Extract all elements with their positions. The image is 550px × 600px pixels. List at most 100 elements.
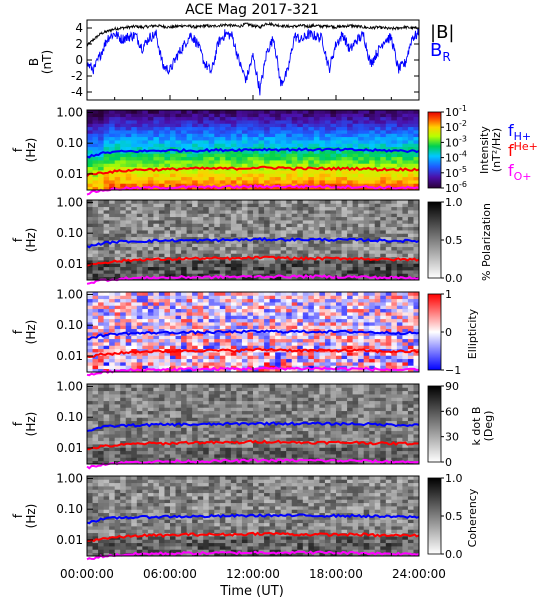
polarization-cell xyxy=(396,230,403,234)
polarization-cell xyxy=(87,213,93,218)
ellipticity-cell xyxy=(208,312,215,316)
ellipticity-cell xyxy=(336,345,342,350)
intensity-cell xyxy=(358,176,365,181)
polarization-cell xyxy=(324,250,331,254)
intensity-cell xyxy=(407,136,414,141)
ellipticity-cell xyxy=(192,345,199,350)
intensity-cell xyxy=(275,123,282,128)
kdotb-cell xyxy=(374,437,381,442)
polarization-cell xyxy=(380,250,387,254)
ellipticity-cell xyxy=(164,295,171,300)
polarization-cell xyxy=(396,253,403,258)
intensity-cell xyxy=(120,183,127,188)
kdotb-cell xyxy=(164,447,171,452)
polarization-cell xyxy=(236,233,243,238)
intensity-cell xyxy=(158,143,165,148)
polarization-cell xyxy=(402,216,409,221)
intensity-cell xyxy=(369,173,376,178)
ellipticity-cell xyxy=(131,358,138,363)
intensity-colorbar xyxy=(427,111,442,189)
polarization-cell xyxy=(391,226,398,231)
polarization-cell xyxy=(219,253,226,258)
ellipticity-cell xyxy=(203,332,210,336)
polarization-cell xyxy=(181,220,187,224)
ellipticity-cell xyxy=(147,295,154,300)
polarization-cell xyxy=(258,233,265,238)
intensity-cell xyxy=(336,150,342,154)
ellipticity-cell xyxy=(358,305,365,310)
intensity-cell xyxy=(208,160,215,164)
ellipticity-cell xyxy=(369,305,376,310)
intensity-cell xyxy=(230,156,237,161)
intensity-cell xyxy=(125,136,132,141)
intensity-cell xyxy=(181,113,187,118)
intensity-cell xyxy=(109,180,116,184)
ellipticity-cell xyxy=(369,355,376,360)
ellipticity-cell xyxy=(352,365,359,370)
polarization-cell xyxy=(253,246,259,251)
kdotb-cell xyxy=(313,444,320,448)
figure-title: ACE Mag 2017-321 xyxy=(185,2,319,18)
intensity-cell xyxy=(264,113,270,118)
kdotb-cell xyxy=(241,454,248,458)
polarization-cell xyxy=(275,213,282,218)
polarization-cell xyxy=(131,210,138,214)
intensity-ytick-label: 1.00 xyxy=(56,105,83,119)
ellipticity-cell xyxy=(230,358,237,363)
ellipticity-cell xyxy=(402,328,409,333)
polarization-cell xyxy=(214,220,221,224)
intensity-cell xyxy=(236,136,243,141)
intensity-cell xyxy=(319,153,326,158)
intensity-cell xyxy=(236,163,243,168)
ellipticity-cell xyxy=(109,292,116,296)
intensity-cell xyxy=(407,133,414,138)
intensity-cell xyxy=(407,156,414,161)
polarization-cell xyxy=(142,236,149,241)
kdotb-cell xyxy=(391,457,398,462)
intensity-cell xyxy=(230,150,237,154)
polarization-cell xyxy=(175,206,182,211)
polarization-cell xyxy=(203,236,210,241)
b-ytick-label: -2 xyxy=(71,69,83,83)
intensity-cell xyxy=(197,176,204,181)
polarization-cell xyxy=(181,270,187,274)
polarization-cell xyxy=(380,246,387,251)
polarization-cell xyxy=(247,226,254,231)
kdotb-cell xyxy=(396,457,403,462)
polarization-cell xyxy=(374,263,381,268)
intensity-cell xyxy=(380,110,387,114)
ellipticity-cell xyxy=(247,295,254,300)
polarization-cell xyxy=(297,276,304,281)
ellipticity-cell xyxy=(341,365,348,370)
polarization-cell xyxy=(313,250,320,254)
intensity-cell xyxy=(286,170,293,174)
intensity-cell xyxy=(258,113,265,118)
polarization-cell xyxy=(181,243,187,248)
intensity-cell xyxy=(396,136,403,141)
ellipticity-cell xyxy=(92,325,99,330)
intensity-cell xyxy=(341,176,348,181)
polarization-cell xyxy=(407,233,414,238)
ellipticity-cell xyxy=(324,335,331,340)
kdotb-cell xyxy=(92,450,99,455)
intensity-cell xyxy=(308,140,315,144)
polarization-cell xyxy=(247,276,254,281)
intensity-cell xyxy=(330,150,337,154)
intensity-cell xyxy=(219,110,226,114)
kdotb-cell xyxy=(214,454,221,458)
intensity-cell xyxy=(136,176,143,181)
ellipticity-cell xyxy=(413,345,420,350)
polarization-cell xyxy=(402,243,409,248)
kdotb-cell xyxy=(396,447,403,452)
ellipticity-cell xyxy=(103,305,110,310)
kdotb-cell xyxy=(291,444,298,448)
intensity-cell xyxy=(341,126,348,131)
polarization-cell xyxy=(336,266,342,271)
ellipticity-cell xyxy=(291,328,298,333)
polarization-cell xyxy=(363,216,370,221)
kdotb-cell xyxy=(98,450,104,455)
intensity-cell xyxy=(313,136,320,141)
polarization-cell xyxy=(170,250,176,254)
polarization-cell xyxy=(225,253,232,258)
ellipticity-cell xyxy=(269,302,276,306)
